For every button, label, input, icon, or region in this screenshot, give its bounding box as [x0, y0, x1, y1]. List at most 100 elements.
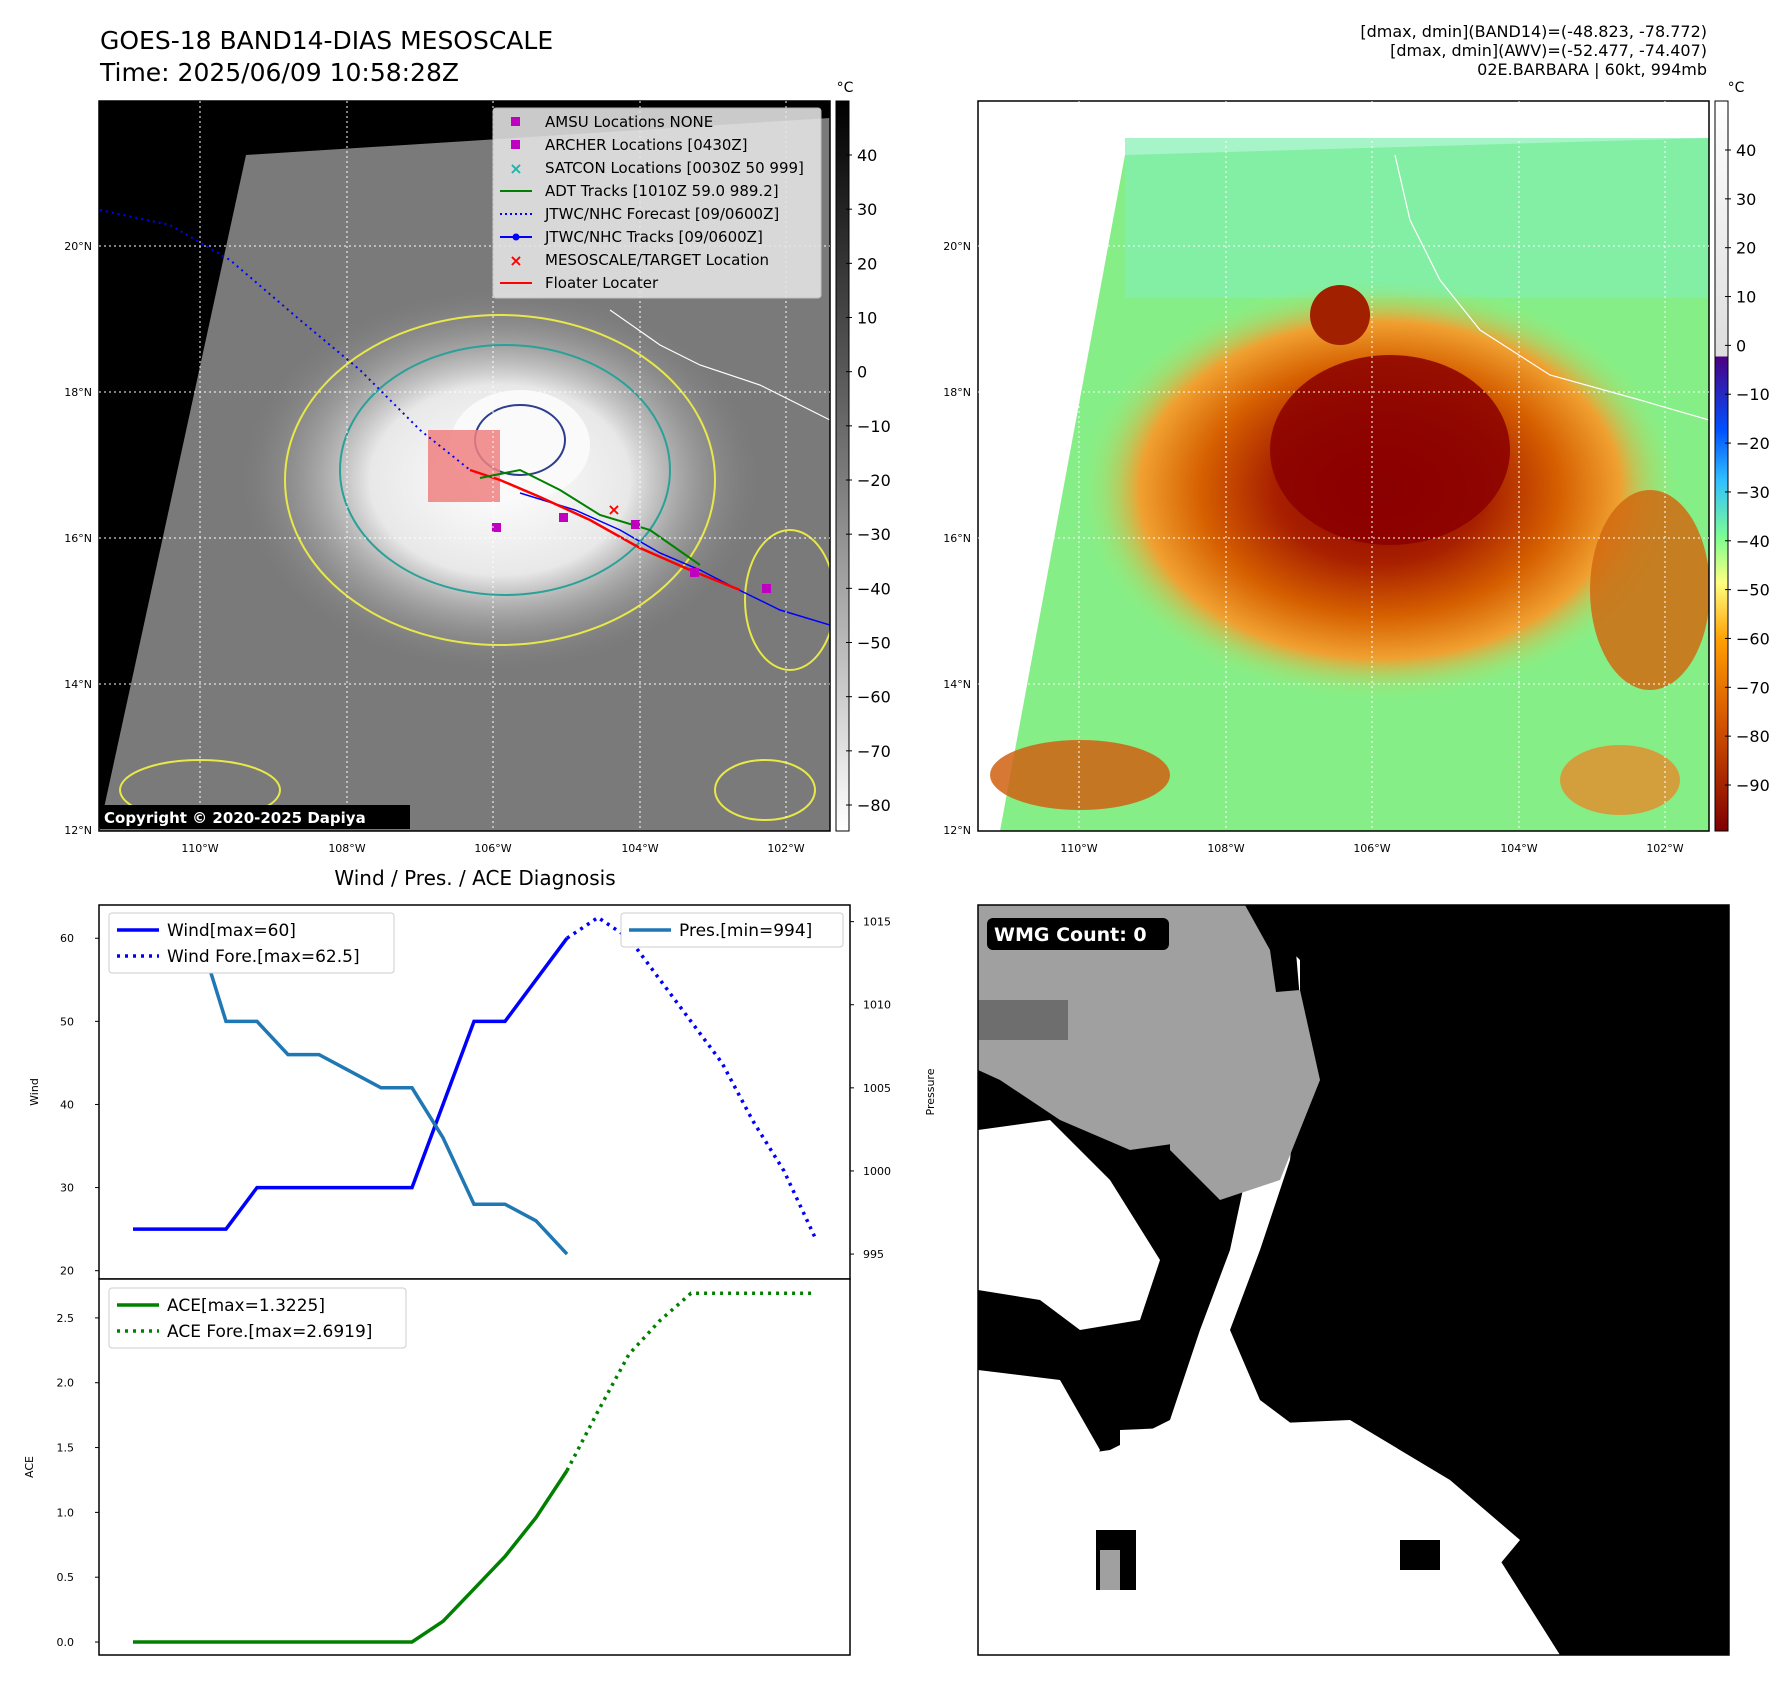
lon-tick-label: 106°W	[474, 842, 511, 855]
chart-legend-box	[620, 912, 844, 948]
y-tick-label: 2.5	[57, 1312, 75, 1325]
lat-tick-label: 18°N	[943, 386, 971, 399]
lat-tick-label: 14°N	[943, 678, 971, 691]
ir-coastline	[609, 309, 830, 421]
ace-axis-label: ACE	[23, 1456, 36, 1478]
awv-cell-east	[1590, 490, 1709, 690]
legend-label: ADT Tracks [1010Z 59.0 989.2]	[545, 182, 779, 200]
ir-mesoscale-box	[428, 430, 500, 502]
y2-tick-label: 1005	[863, 1082, 891, 1095]
ir-colorbar	[835, 100, 850, 832]
awv-core	[1270, 355, 1510, 545]
colorbar-tick-label: 40	[857, 146, 877, 165]
series-line	[133, 1469, 569, 1644]
legend-label: SATCON Locations [0030Z 50 999]	[545, 159, 804, 177]
awv-colorbar-unit: °C	[1728, 80, 1745, 96]
colorbar-tick-label: −90	[1736, 776, 1770, 795]
ir-contour-southeast	[714, 759, 816, 821]
colorbar-tick-label: −50	[857, 634, 891, 653]
colorbar-tick-label: 20	[857, 254, 877, 273]
lat-tick-label: 12°N	[943, 824, 971, 837]
awv-cell-south	[990, 740, 1170, 810]
awv-range: [dmax, dmin](AWV)=(-52.477, -74.407)	[1390, 41, 1707, 60]
awv-map-panel: 20°N 18°N 16°N 14°N 12°N 110°W 108°W 106°W 104°…	[943, 80, 1770, 855]
ir-map-panel: × 20°N 18°N 16°N 14°N 12°N 110°W 108°W 106°W 10…	[64, 80, 891, 855]
storm-name: 02E.BARBARA | 60kt, 994mb	[1477, 60, 1707, 79]
legend-marker: ×	[509, 251, 522, 270]
copyright-text: Copyright © 2020-2025 Dapiya	[104, 809, 366, 827]
legend-label: JTWC/NHC Forecast [09/0600Z]	[544, 205, 779, 223]
lon-tick-label: 110°W	[1060, 842, 1097, 855]
lat-tick-label: 18°N	[64, 386, 92, 399]
wmg-gray-region-2	[1170, 990, 1320, 1200]
colorbar-tick-label: −80	[857, 796, 891, 815]
y2-tick-label: 995	[863, 1248, 884, 1261]
figure-time: Time: 2025/06/09 10:58:28Z	[100, 58, 459, 87]
y-tick-label: 2.0	[57, 1377, 75, 1390]
ir-target-marker: ×	[607, 500, 620, 519]
ir-colorbar-unit: °C	[837, 80, 854, 96]
colorbar-tick-label: −60	[857, 688, 891, 707]
wmg-white-region-2	[978, 1370, 1100, 1560]
legend-label: MESOSCALE/TARGET Location	[545, 251, 769, 269]
y-tick-label: 60	[60, 932, 74, 945]
ir-archer-marker	[492, 523, 501, 532]
colorbar-tick-label: −80	[1736, 727, 1770, 746]
wmg-white-region-3	[1100, 1420, 1520, 1655]
diagnosis-panel: Wind / Pres. / ACE Diagnosis Wind Pressu…	[23, 866, 937, 1656]
colorbar-tick-label: −10	[857, 417, 891, 436]
series-line	[133, 937, 569, 1231]
lat-tick-label: 16°N	[64, 532, 92, 545]
ir-contour-outer	[284, 314, 716, 646]
wmg-frame	[977, 904, 1730, 1656]
lat-tick-label: 20°N	[943, 240, 971, 253]
legend-marker	[511, 140, 520, 149]
legend-box	[492, 107, 822, 299]
copyright-box	[100, 805, 410, 829]
map-legend: AMSU Locations NONE ARCHER Locations [043…	[492, 107, 822, 299]
y-tick-label: 20	[60, 1265, 74, 1278]
colorbar-tick-label: −70	[857, 742, 891, 761]
colorbar-tick-label: −60	[1736, 629, 1770, 648]
diagnosis-title: Wind / Pres. / ACE Diagnosis	[334, 866, 615, 890]
ir-contour-mid	[339, 344, 671, 596]
chart-legend-label: ACE Fore.[max=2.6919]	[167, 1322, 372, 1342]
lon-tick-label: 104°W	[621, 842, 658, 855]
legend-label: Floater Locater	[545, 274, 659, 292]
chart-legend-box	[108, 912, 395, 974]
colorbar-tick-label: −10	[1736, 385, 1770, 404]
colorbar-tick-label: −70	[1736, 678, 1770, 697]
legend-label: ARCHER Locations [0430Z]	[545, 136, 748, 154]
colorbar-tick-label: 30	[857, 200, 877, 219]
chart-legend-box	[108, 1287, 407, 1349]
ir-adt-track	[479, 468, 701, 566]
lon-tick-label: 108°W	[328, 842, 365, 855]
awv-moist-north	[1125, 138, 1709, 298]
ir-archer-marker	[690, 568, 699, 577]
y-tick-label: 50	[60, 1015, 74, 1028]
wmg-panel: WMG Count: 0	[977, 904, 1730, 1656]
series-line	[565, 1291, 815, 1472]
chart-legend-label: Pres.[min=994]	[679, 921, 812, 941]
colorbar-tick-label: 10	[857, 309, 877, 328]
awv-gridlines	[978, 101, 1709, 831]
band14-range: [dmax, dmin](BAND14)=(-48.823, -78.772)	[1360, 22, 1707, 41]
lon-tick-label: 104°W	[1500, 842, 1537, 855]
lon-tick-label: 102°W	[767, 842, 804, 855]
y-tick-label: 1.0	[57, 1506, 75, 1519]
chart-legend-label: ACE[max=1.3225]	[167, 1296, 325, 1316]
lat-tick-label: 12°N	[64, 824, 92, 837]
ir-best-track	[519, 492, 830, 626]
y2-tick-label: 1000	[863, 1165, 891, 1178]
legend-marker	[511, 117, 520, 126]
lon-tick-label: 106°W	[1353, 842, 1390, 855]
awv-cell-north	[1310, 285, 1370, 345]
wmg-count-box	[987, 918, 1169, 950]
legend-marker: ×	[509, 159, 522, 178]
colorbar-tick-label: −30	[1736, 483, 1770, 502]
y-tick-label: 0.0	[57, 1636, 75, 1649]
chart-legend-label: Wind[max=60]	[167, 921, 296, 941]
ir-forecast-track	[99, 209, 471, 471]
colorbar-tick-label: 20	[1736, 239, 1756, 258]
colorbar-tick-label: −30	[857, 525, 891, 544]
